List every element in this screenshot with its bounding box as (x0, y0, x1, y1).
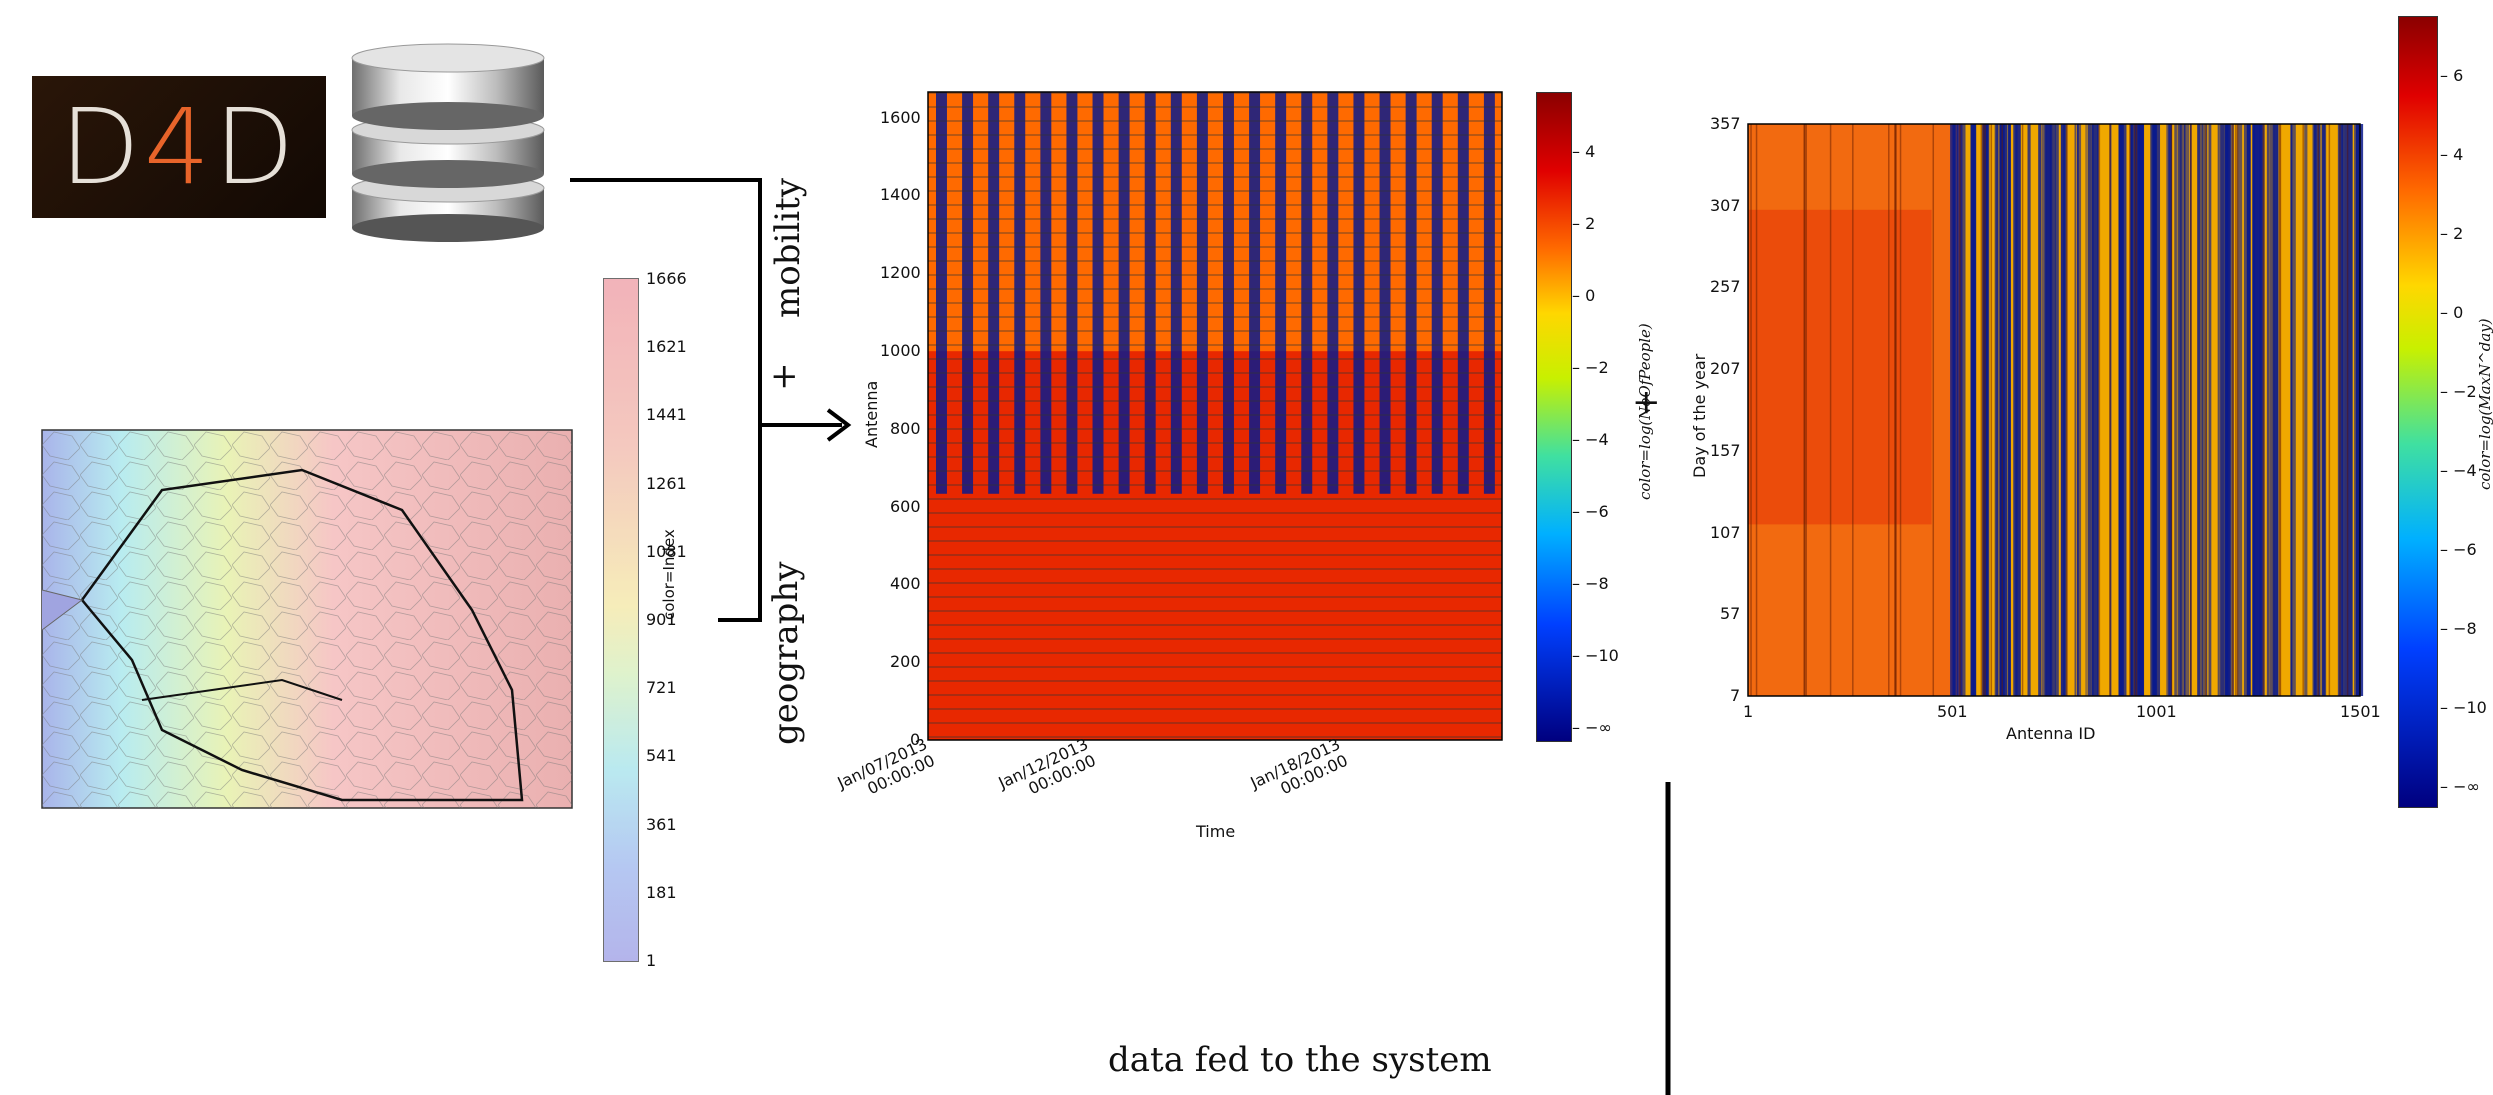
chart1-ytick: 1000 (880, 341, 921, 361)
map-colorbar-tick: 721 (646, 678, 677, 698)
map-colorbar-tick: 1 (646, 951, 657, 970)
chart1-colorbar-tick: – −8 (1572, 574, 1609, 593)
logo-letter-d: D (59, 86, 144, 208)
chart2-ytick: 7 (1730, 686, 1741, 705)
chart2-ytick: 307 (1710, 195, 1741, 215)
chart2-colorbar-label: color=log(MaxN^day) (2476, 318, 2493, 490)
antenna-day-heatmap (1747, 123, 2364, 697)
chart2-colorbar-tick: – 0 (2440, 303, 2464, 322)
chart2-ytick: 357 (1710, 114, 1741, 133)
chart2-ytick: 107 (1710, 522, 1741, 542)
chart1-ytick: 1200 (880, 263, 921, 283)
map-colorbar-tick: 1666 (646, 269, 687, 288)
map-colorbar-ticks: 1666 1621 1441 1261 1081 901 721 541 361 181 1 (642, 269, 702, 970)
chart1-ytick: 1600 (880, 107, 921, 127)
chart2-xlabel: Antenna ID (2006, 724, 2096, 743)
chart1-colorbar-tick: – −10 (1572, 646, 1619, 665)
map-colorbar-tick: 1621 (646, 337, 687, 357)
chart1-colorbar-tick: – 4 (1572, 142, 1596, 161)
chart1-ylabel: Antenna (862, 380, 881, 448)
chart1-colorbar-tick: – −4 (1572, 430, 1609, 449)
map-colorbar-tick: 361 (646, 814, 677, 834)
chart1-colorbar-tick: – −2 (1572, 358, 1609, 377)
logo-number-4: 4 (143, 86, 215, 208)
chart2-colorbar (2398, 16, 2438, 808)
map-colorbar-tick: 181 (646, 882, 677, 902)
chart2-xtick: 1001 (2136, 702, 2177, 721)
chart2-xtick: 1 (1743, 702, 1754, 721)
chart2-ylabel: Day of the year (1690, 353, 1709, 478)
chart2-colorbar-tick: – 4 (2440, 145, 2464, 164)
chart1-ytick: 400 (890, 574, 921, 594)
logo-letter-d2: D (214, 86, 299, 208)
chart1-colorbar-label: color=log(NoOfPeople) (1636, 323, 1654, 500)
chart1-ytick: 600 (890, 496, 921, 516)
chart2-ytick: 207 (1710, 359, 1741, 379)
plus-between-charts: + (1632, 382, 1661, 422)
chart2-ytick: 157 (1710, 440, 1741, 460)
map-colorbar-tick: 541 (646, 746, 677, 766)
d4d-logo: D 4 D (32, 76, 326, 218)
chart1-ytick: 800 (890, 418, 921, 438)
chart2-colorbar-tick: – 2 (2440, 224, 2464, 243)
chart1-ytick: 0 (910, 730, 921, 749)
map-colorbar-tick: 1081 (646, 541, 687, 561)
chart1-colorbar-tick: – 2 (1572, 214, 1596, 233)
voronoi-map (41, 429, 573, 809)
map-colorbar-tick: 1261 (646, 473, 687, 493)
chart2-colorbar-tick: – −10 (2440, 698, 2487, 717)
plus-vertical: + (770, 356, 799, 396)
chart2-ytick: 57 (1720, 604, 1741, 624)
map-colorbar (603, 278, 639, 962)
caption: data fed to the system (1108, 1040, 1492, 1080)
chart1-colorbar-tick: – 0 (1572, 286, 1596, 305)
chart2-xtick: 501 (1937, 702, 1968, 721)
chart1-xlabel: Time (1196, 822, 1236, 841)
database-icon (351, 43, 545, 242)
chart2-ytick: 257 (1710, 277, 1741, 297)
map-colorbar-tick: 1441 (646, 405, 687, 425)
chart2-colorbar-tick: – −8 (2440, 619, 2477, 638)
geography-label: geography (766, 561, 806, 745)
chart2-colorbar-tick: – −∞ (2440, 777, 2480, 796)
chart2-xtick: 1501 (2340, 702, 2381, 721)
map-colorbar-tick: 901 (646, 610, 677, 629)
chart1-colorbar (1536, 92, 1572, 742)
chart2-colorbar-tick: – −6 (2440, 540, 2477, 559)
chart1-ytick: 1400 (880, 185, 921, 205)
antenna-time-heatmap (927, 91, 1503, 741)
chart2-colorbar-tick: – −2 (2440, 382, 2477, 401)
chart1-ytick: 200 (890, 652, 921, 672)
chart2-colorbar-tick: – 6 (2440, 66, 2464, 85)
chart1-colorbar-tick: – −∞ (1572, 718, 1612, 737)
chart2-colorbar-tick: – −4 (2440, 461, 2477, 480)
chart1-colorbar-tick: – −6 (1572, 502, 1609, 521)
mobility-label: mobility (768, 178, 808, 318)
